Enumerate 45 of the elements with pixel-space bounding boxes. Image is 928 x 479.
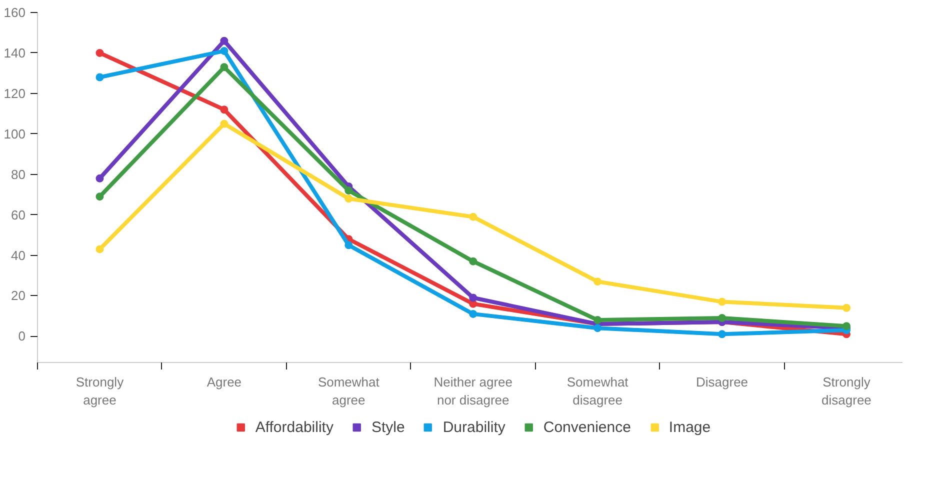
x-tick-label: Somewhat disagree (566, 374, 629, 408)
point (220, 46, 228, 55)
point (469, 310, 478, 318)
y-tick-label: 80 (11, 166, 26, 182)
point (718, 298, 726, 306)
point (220, 36, 228, 45)
y-tick-label: 160 (4, 5, 26, 20)
x-tick-label: Neither agree nor disagree (434, 374, 513, 408)
y-tick-label: 100 (4, 126, 26, 142)
point (469, 294, 478, 302)
point (594, 316, 602, 324)
legend-label: Style (371, 418, 405, 436)
point (96, 192, 104, 201)
point (96, 73, 104, 82)
point (469, 212, 478, 221)
x-tick-label: Disagree (696, 374, 748, 390)
point (718, 314, 726, 322)
legend-label: Convenience (543, 418, 631, 436)
point (344, 241, 353, 250)
point (344, 186, 353, 195)
x-tick-label: Somewhat agree (318, 374, 380, 408)
point (344, 194, 353, 203)
point (469, 257, 478, 266)
y-tick-label: 120 (4, 86, 26, 101)
x-tick-label: Strongly disagree (822, 374, 872, 408)
point (594, 324, 602, 332)
y-tick-label: 0 (18, 328, 26, 344)
point (220, 63, 228, 72)
point (842, 304, 850, 312)
legend-label: Durability (442, 418, 506, 436)
point (96, 48, 104, 57)
point (718, 330, 726, 338)
legend-label: Affordability (255, 418, 334, 436)
x-tick-label: Strongly agree (76, 374, 124, 408)
y-tick-label: 40 (11, 248, 26, 263)
point (594, 278, 602, 286)
legend-label: Image (668, 418, 711, 436)
x-tick-label: Agree (206, 374, 242, 390)
point (220, 120, 228, 128)
point (220, 106, 228, 114)
y-tick-label: 20 (11, 288, 26, 304)
y-tick-label: 60 (11, 207, 26, 222)
point (96, 245, 104, 254)
y-tick-label: 140 (4, 45, 26, 60)
point (96, 174, 104, 182)
